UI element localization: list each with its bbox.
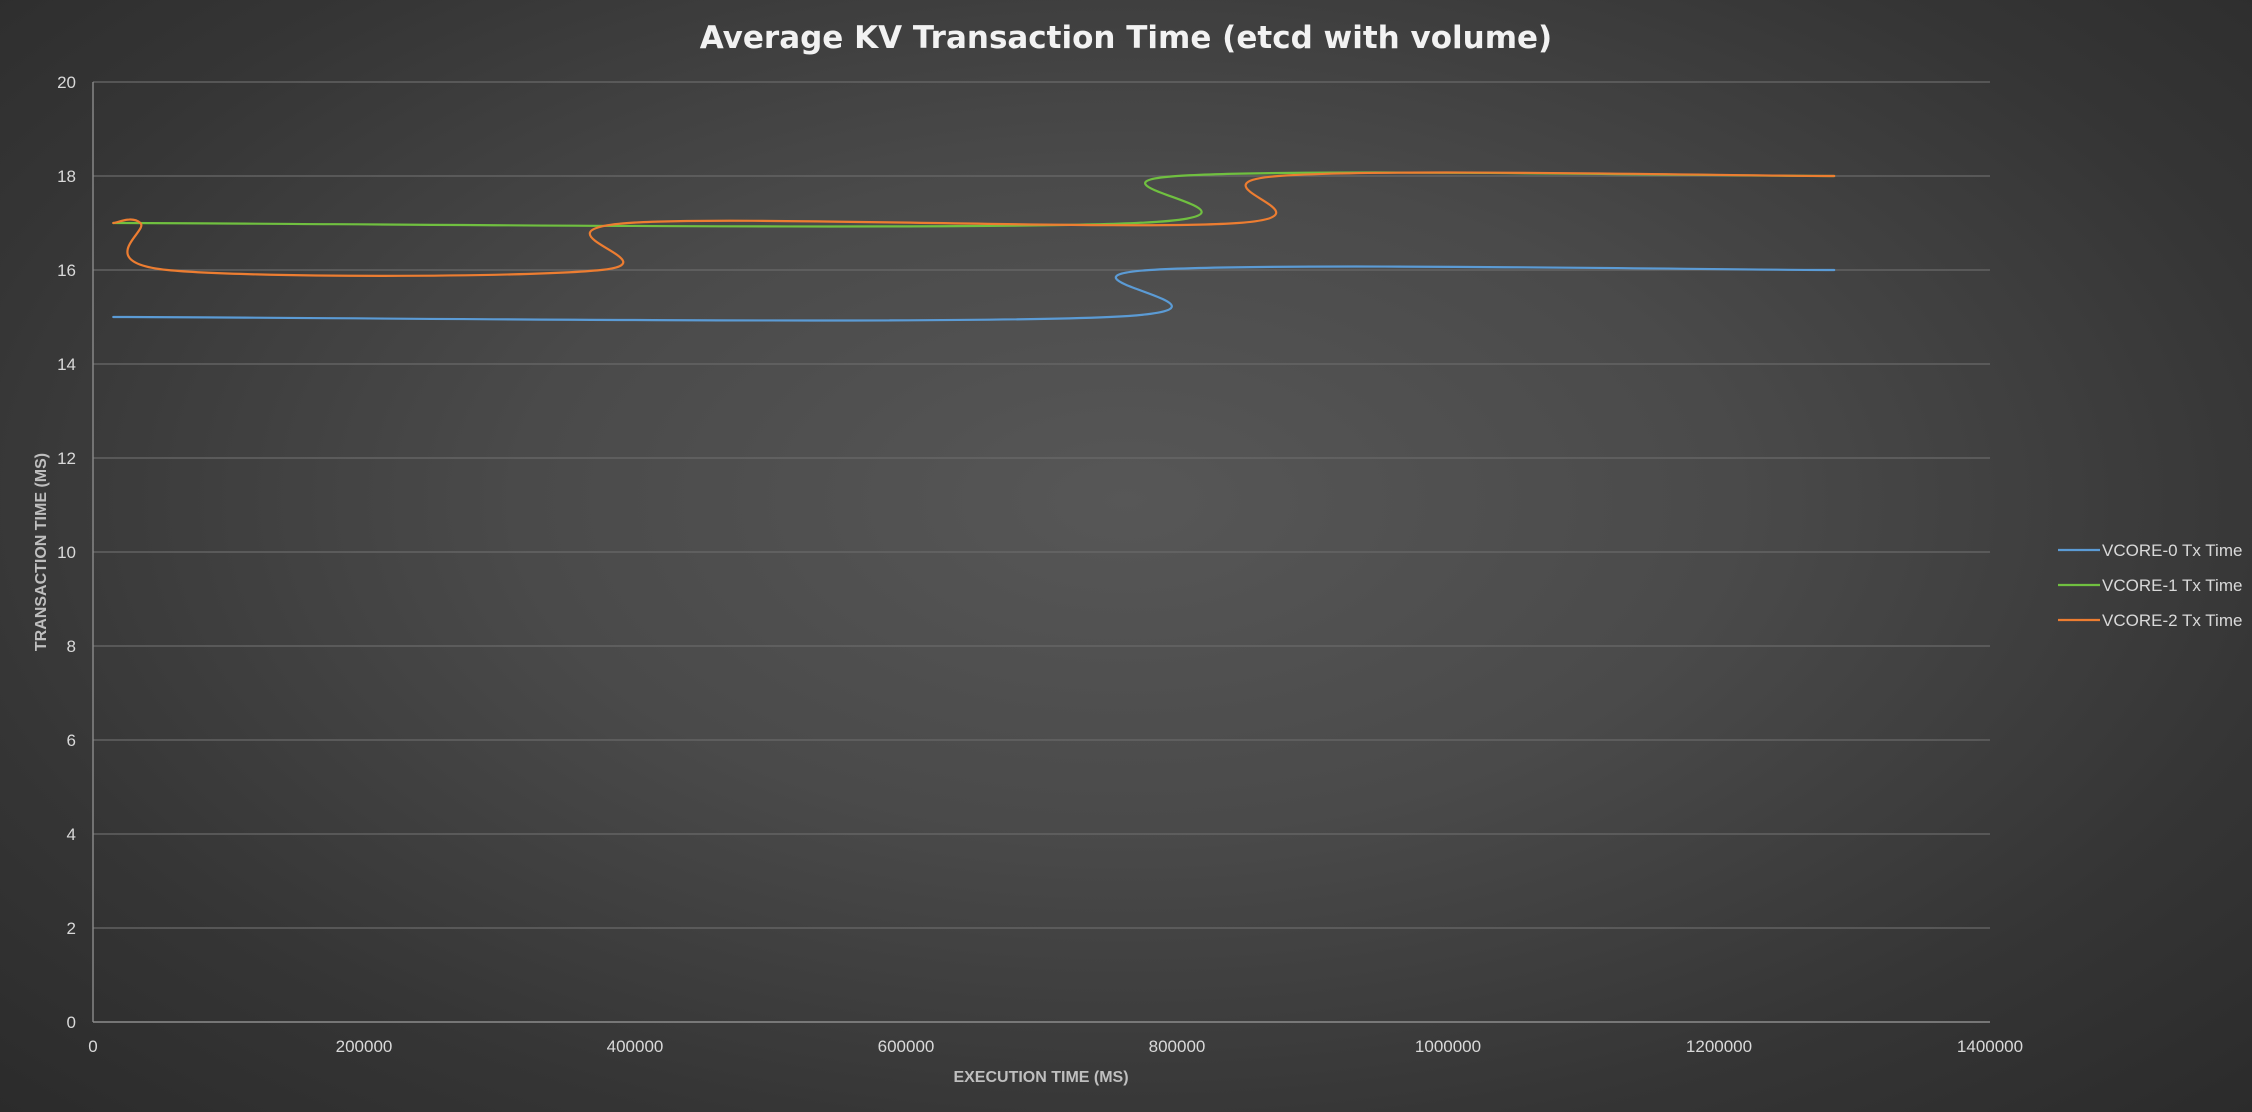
series-lines	[112, 171, 1836, 322]
x-axis-label: EXECUTION TIME (MS)	[953, 1069, 1128, 1086]
y-tick-label: 16	[57, 261, 76, 280]
legend-entry: VCORE-0 Tx Time	[2058, 541, 2242, 560]
y-axis-label: TRANSACTION TIME (MS)	[33, 453, 50, 651]
y-tick-label: 10	[57, 543, 76, 562]
y-tick-label: 4	[67, 825, 76, 844]
y-tick-label: 0	[67, 1013, 76, 1032]
y-tick-label: 8	[67, 637, 76, 656]
axes	[92, 82, 1990, 1023]
y-tick-label: 12	[57, 449, 76, 468]
legend-label: VCORE-1 Tx Time	[2102, 576, 2242, 595]
legend-entry: VCORE-1 Tx Time	[2058, 576, 2242, 595]
x-tick-label: 800000	[1149, 1037, 1206, 1056]
y-tick-label: 14	[57, 355, 76, 374]
y-tick-label: 2	[67, 919, 76, 938]
legend: VCORE-0 Tx Time VCORE-1 Tx Time VCORE-2 Tx…	[2058, 541, 2242, 630]
x-tick-label: 200000	[336, 1037, 393, 1056]
x-tick-label: 1000000	[1415, 1037, 1481, 1056]
series-line-vcore-1	[112, 171, 1836, 228]
gridlines	[93, 81, 1990, 929]
y-tick-label: 20	[57, 73, 76, 92]
y-axis-ticks: 0 2 4 6 8 10 12 14 16 18 20	[57, 73, 76, 1032]
x-tick-label: 400000	[607, 1037, 664, 1056]
legend-entry: VCORE-2 Tx Time	[2058, 611, 2242, 630]
y-tick-label: 6	[67, 731, 76, 750]
y-tick-label: 18	[57, 167, 76, 186]
x-axis-ticks: 0 200000 400000 600000 800000 1000000 1200000 1…	[88, 1037, 2023, 1056]
chart-title: Average KV Transaction Time (etcd with v…	[700, 20, 1552, 56]
x-tick-label: 600000	[878, 1037, 935, 1056]
legend-label: VCORE-2 Tx Time	[2102, 611, 2242, 630]
series-line-vcore-0	[112, 265, 1836, 322]
x-tick-label: 0	[88, 1037, 97, 1056]
legend-label: VCORE-0 Tx Time	[2102, 541, 2242, 560]
x-tick-label: 1400000	[1957, 1037, 2023, 1056]
x-tick-label: 1200000	[1686, 1037, 1752, 1056]
series-line-vcore-2	[112, 171, 1836, 277]
